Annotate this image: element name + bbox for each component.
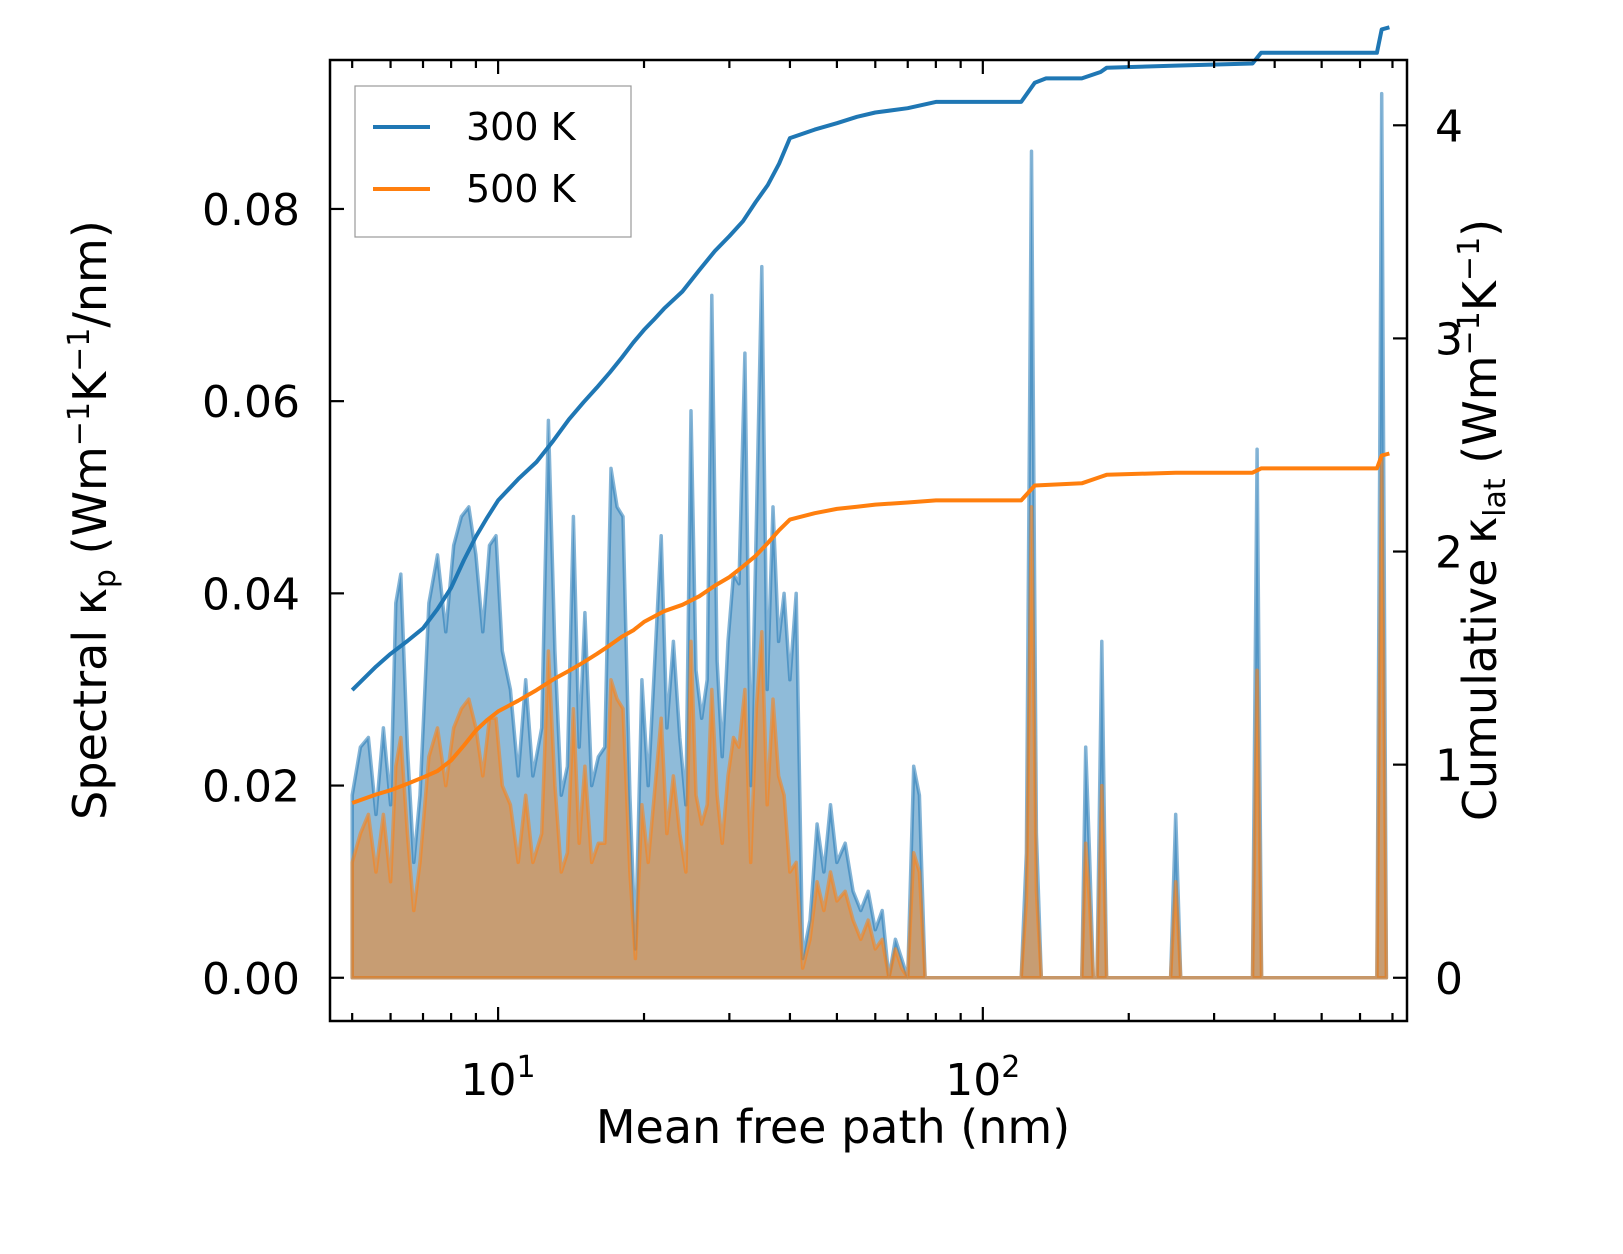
y-right-axis-label: Cumulative κlat (Wm−1K−1)	[1452, 219, 1513, 821]
y-left-tick-label: 0.08	[202, 185, 300, 236]
cumulative-line-300k	[350, 25, 1390, 692]
y-left-tick-labels: 0.00 0.02 0.04 0.06 0.08	[202, 185, 300, 1005]
y-right-tick-label: 1	[1435, 741, 1463, 792]
legend-label-500k: 500 K	[466, 167, 577, 211]
y-right-tick-label: 0	[1435, 954, 1463, 1005]
plot-frame	[328, 58, 1409, 1023]
y-left-axis-label: Spectral κp (Wm−1K−1/nm)	[62, 220, 123, 820]
y-right-tick-label: 2	[1435, 528, 1463, 579]
y-right-tick-label: 3	[1435, 314, 1463, 365]
plot-area	[350, 25, 1390, 980]
y-left-tick-label: 0.06	[202, 377, 300, 428]
x-tick-labels: 101 102	[461, 1050, 1021, 1106]
y-left-tick-label: 0.00	[202, 954, 300, 1005]
cumulative-line-500k	[351, 451, 1390, 805]
legend-label-300k: 300 K	[466, 105, 577, 149]
axis-ticks	[330, 60, 1407, 1021]
y-right-tick-labels: 0 1 2 3 4	[1435, 101, 1463, 1004]
legend-box	[354, 85, 632, 238]
x-axis-label: Mean free path (nm)	[596, 1100, 1070, 1154]
y-right-tick-label: 4	[1435, 101, 1463, 152]
y-left-tick-label: 0.02	[202, 762, 300, 813]
legend: 300 K 500 K	[354, 85, 632, 238]
y-left-tick-label: 0.04	[202, 569, 300, 620]
spectral-area-500k	[350, 457, 1389, 980]
x-tick-label: 101	[461, 1050, 536, 1106]
x-tick-label: 102	[945, 1050, 1020, 1106]
